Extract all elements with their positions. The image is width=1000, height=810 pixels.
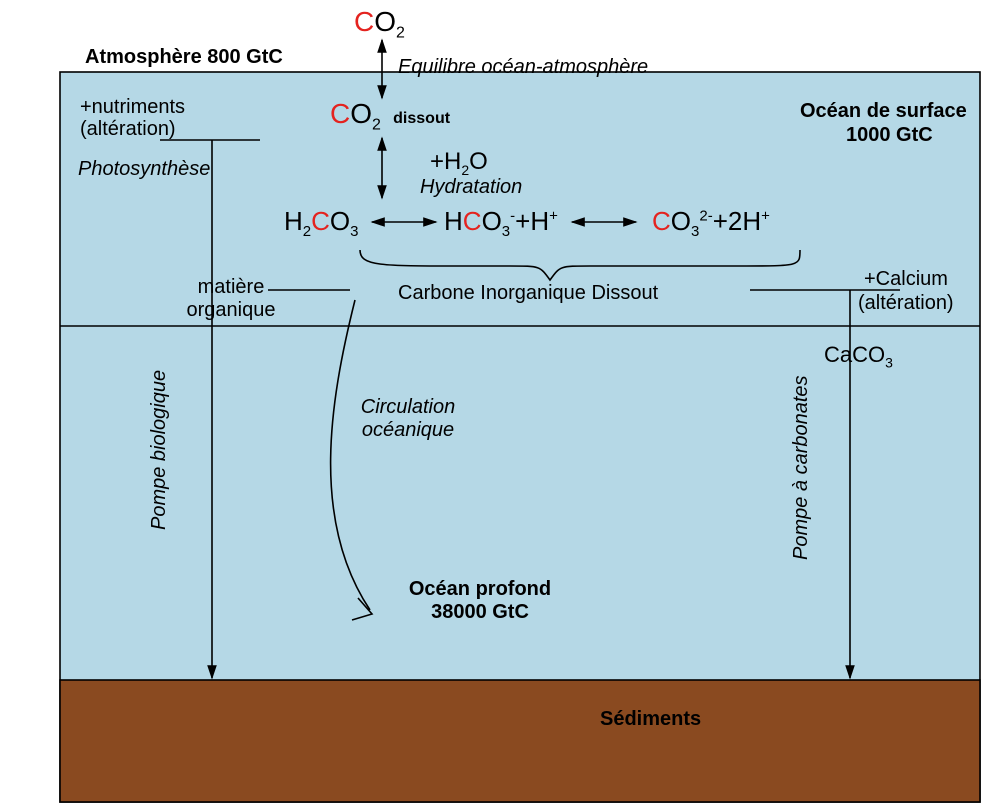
label-calcium2: (altération) (858, 292, 954, 315)
label-nutriments2: (altération) (80, 118, 176, 141)
label-circulation: Circulationocéanique (348, 396, 468, 442)
label-atmosphere: Atmosphère 800 GtC (85, 46, 283, 69)
chem-caco3: CaCO3 (824, 342, 893, 370)
label-matiere: matièreorganique (176, 276, 286, 322)
label-cid: Carbone Inorganique Dissout (398, 282, 658, 305)
label-ocean-surface2: 1000 GtC (846, 124, 933, 147)
label-sediments: Sédiments (600, 708, 701, 731)
label-equilibre: Equilibre océan-atmosphère (398, 56, 648, 79)
label-nutriments1: +nutriments (80, 96, 185, 119)
label-calcium1: +Calcium (864, 268, 948, 291)
diagram-stage: Atmosphère 800 GtC Equilibre océan-atmos… (0, 0, 1000, 810)
chem-co2-diss: CO2 dissout (330, 98, 450, 135)
label-hydratation: Hydratation (420, 176, 522, 199)
chem-h2o: +H2O (430, 148, 488, 178)
label-ocean-profond: Océan profond38000 GtC (400, 578, 560, 624)
chem-h2co3: H2CO3 (284, 206, 358, 240)
label-photosynthese: Photosynthèse (78, 158, 210, 181)
chem-co3: CO32-+2H+ (652, 206, 770, 240)
chem-co2-atm: CO2 (354, 6, 405, 43)
label-pompe-bio: Pompe biologique (148, 370, 171, 530)
label-ocean-surface1: Océan de surface (800, 100, 967, 123)
chem-hco3: HCO3-+H+ (444, 206, 558, 240)
label-pompe-carb: Pompe à carbonates (790, 375, 813, 560)
